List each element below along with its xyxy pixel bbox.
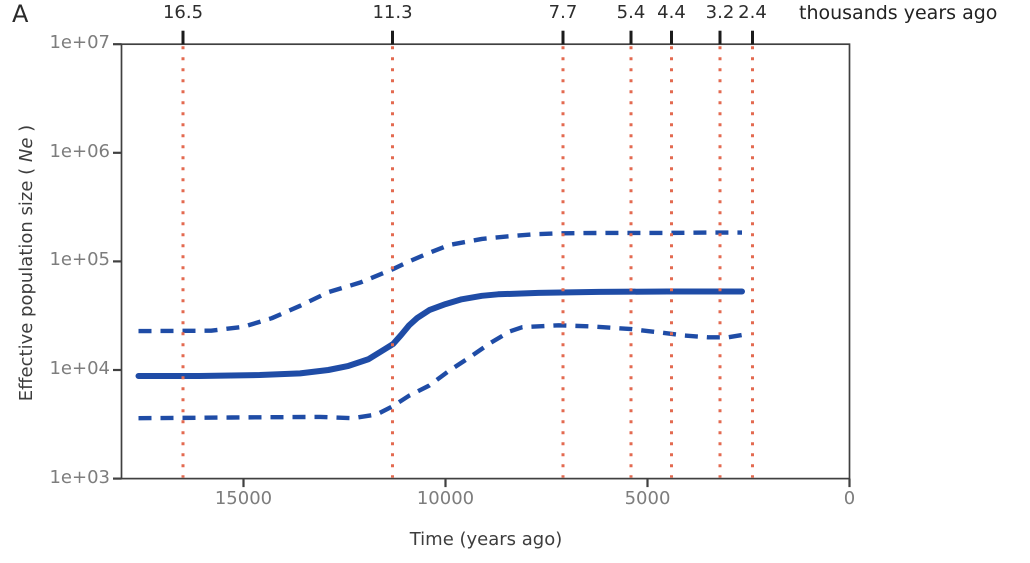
top-axis-label-7.7: 7.7 (548, 2, 578, 23)
x-tick-label-5000: 5000 (624, 488, 671, 509)
y-tick-label-1e+06: 1e+06 (49, 140, 110, 162)
top-axis-label-4.4: 4.4 (657, 2, 686, 23)
y-tick-label-1e+03: 1e+03 (49, 466, 110, 488)
series-lower-95-hpd (138, 323, 743, 421)
top-axis-label-11.3: 11.3 (372, 2, 413, 23)
x-tick-label-10000: 10000 (416, 488, 475, 509)
series-median-ne (135, 288, 745, 379)
top-axis-label-2.4: 2.4 (738, 2, 767, 23)
y-tick-label-1e+07: 1e+07 (49, 32, 110, 54)
y-axis-title-italic: Ne (16, 137, 37, 163)
x-axis-title: Time (years ago) (409, 529, 563, 550)
top-axis-label-5.4: 5.4 (616, 2, 646, 23)
series-upper-95-hpd (138, 230, 742, 334)
y-axis-title-close: ) (16, 124, 37, 138)
panel-label: A (12, 0, 29, 28)
top-axis-unit-label: thousands years ago (799, 2, 998, 24)
y-axis-title: Effective population size ( Ne ) (16, 44, 42, 482)
plot-border (120, 43, 851, 480)
y-tick-label-1e+04: 1e+04 (49, 358, 110, 379)
y-tick-label-1e+05: 1e+05 (49, 249, 110, 271)
x-tick-label-0: 0 (843, 488, 856, 509)
top-axis-label-16.5: 16.5 (162, 2, 204, 23)
y-axis-title-text: Effective population size ( (16, 162, 37, 402)
top-axis-label-3.2: 3.2 (705, 2, 735, 23)
x-tick-label-15000: 15000 (214, 488, 273, 509)
